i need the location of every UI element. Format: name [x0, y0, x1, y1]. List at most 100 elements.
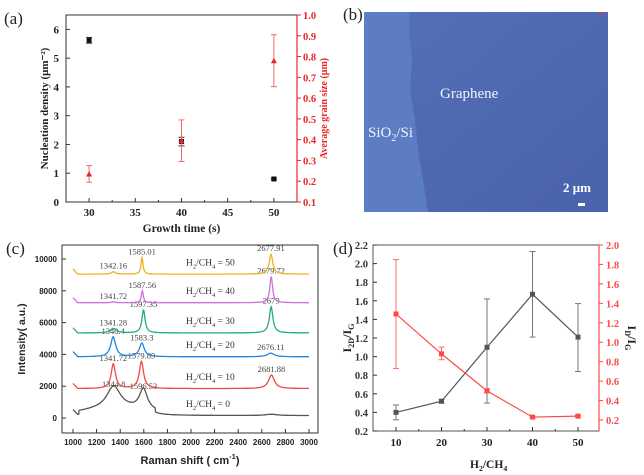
y-tick-label: 1.4 — [355, 315, 369, 326]
peak-label: 2681.88 — [258, 364, 286, 374]
y-right-axis-label: Average grain size (μm) — [319, 58, 330, 159]
substrate-region — [364, 12, 428, 212]
y-right-tick-label: 0.4 — [606, 397, 620, 408]
y-tick-label: 5 — [54, 53, 60, 65]
panel-a-chart: 30 35 40 45 5001234560.10.20.30.40.50.60.70.… — [39, 11, 330, 235]
peak-label: 1579.89 — [128, 351, 156, 361]
y-right-axis-label: ID/IG — [623, 326, 639, 352]
y-tick-label: 2000 — [39, 382, 57, 391]
y-axis-label: Nucleation density (μm⁻²) — [39, 47, 51, 169]
x-tick-label: 2600 — [253, 438, 271, 447]
data-point-i2d-ig — [575, 334, 581, 340]
y-right-tick-label: 1.4 — [606, 299, 620, 310]
scale-bar-label: 2 μm — [563, 180, 591, 195]
peak-label: 1341.72 — [100, 291, 128, 301]
y-right-tick-label: 0.6 — [303, 94, 316, 105]
y-tick-label: 0.2 — [355, 427, 368, 438]
x-tick-label: 2000 — [182, 438, 200, 447]
spectrum-line-h2ch4-50 — [72, 253, 309, 275]
y-right-tick-label: 0.5 — [303, 115, 316, 126]
y-tick-label: 0.4 — [355, 408, 369, 419]
red-marker — [600, 12, 603, 14]
y-right-tick-label: 1.8 — [606, 260, 619, 271]
graphene-label: Graphene — [440, 86, 499, 102]
y-right-tick-label: 0.1 — [303, 198, 316, 209]
x-tick-label: 35 — [130, 207, 142, 219]
y-right-tick-label: 0.9 — [303, 32, 316, 43]
data-point-id-ig — [393, 311, 399, 317]
y-right-tick-label: 0.3 — [303, 156, 316, 167]
y-tick-label: 3 — [54, 111, 60, 123]
x-tick-label: 1000 — [64, 438, 82, 447]
data-point-nucleation — [271, 176, 277, 182]
panel-label-d: (d) — [333, 239, 353, 258]
peak-label: 2679 — [263, 296, 280, 306]
y-right-tick-label: 0.6 — [606, 377, 619, 388]
y-tick-label: 1.8 — [355, 278, 368, 289]
y-right-tick-label: 0.7 — [303, 73, 316, 84]
panel-d-chart: 10 20 30 40 50 0.2 0.4 0.6 0.8 1.0 1.2 1.4 1.6 1.8 2.0… — [340, 241, 639, 473]
y-axis-label: Intensity( a.u.) — [16, 303, 28, 374]
y-tick-label: 1.6 — [355, 297, 368, 308]
peak-label: 2676.11 — [257, 342, 284, 352]
x-tick-label: 45 — [222, 207, 234, 219]
y-tick-label: 2.2 — [355, 241, 368, 252]
data-point-grain-size — [86, 170, 93, 177]
panel-label-c: (c) — [6, 239, 25, 258]
peak-label: 2679.72 — [257, 265, 285, 275]
scale-bar — [578, 203, 585, 206]
y-tick-label: 0 — [54, 197, 60, 209]
peak-label: 1587.56 — [129, 280, 157, 290]
x-tick-label: 50 — [573, 437, 585, 449]
peak-label: 1340.4 — [101, 326, 125, 336]
x-axis-label: Raman shift ( cm-1) — [141, 452, 240, 467]
substrate-label: SiO2/Si — [368, 125, 413, 144]
data-point-i2d-ig — [484, 344, 490, 350]
peak-label: 1344.8 — [102, 379, 125, 389]
data-point-id-ig — [484, 388, 490, 394]
series-label: H2/CH4 = 30 — [186, 317, 235, 329]
x-tick-label: 40 — [176, 207, 188, 219]
x-tick-label: 30 — [482, 437, 494, 449]
y-tick-label: 4 — [54, 82, 60, 94]
data-point-i2d-ig — [530, 291, 535, 297]
peak-label: 2677.91 — [257, 243, 285, 253]
spectrum-line-h2ch4-30 — [72, 305, 309, 334]
y-tick-label: 10000 — [35, 255, 58, 264]
y-right-tick-label: 1.2 — [606, 319, 619, 330]
series-label: H2/CH4 = 20 — [186, 341, 235, 353]
x-tick-label: 1400 — [111, 438, 129, 447]
series-label: H2/CH4 = 50 — [186, 258, 235, 270]
peak-label: 1342.16 — [100, 261, 128, 271]
x-axis-label: H2/CH4 — [470, 459, 507, 473]
x-tick-label: 1200 — [88, 438, 106, 447]
y-right-tick-label: 0.8 — [303, 53, 316, 64]
y-tick-label: 4000 — [39, 350, 57, 359]
spectrum-line-h2ch4-40 — [72, 276, 309, 304]
x-tick-label: 1800 — [159, 438, 177, 447]
y-tick-label: 2 — [54, 139, 60, 151]
y-tick-label: 1 — [54, 168, 60, 180]
spectrum-line-h2ch4-0 — [72, 385, 309, 417]
y-tick-label: 6000 — [39, 319, 57, 328]
x-axis-label: Growth time (s) — [143, 223, 221, 235]
spectrum-line-h2ch4-20 — [72, 335, 309, 358]
panel-c-chart: 1000 1200 1400 1600 1800 2000 2200 2400 2600 2800… — [16, 243, 319, 467]
panel-b-micrograph: Graphene SiO2/Si 2 μm — [364, 12, 608, 212]
x-tick-label: 50 — [268, 207, 280, 219]
panel-label-b: (b) — [343, 5, 363, 24]
data-point-i2d-ig — [439, 398, 444, 404]
y-right-tick-label: 0.2 — [303, 177, 316, 188]
series-label: H2/CH4 = 10 — [186, 373, 235, 385]
series-label: H2/CH4 = 0 — [186, 400, 230, 412]
y-tick-label: 1.2 — [355, 334, 368, 345]
data-point-nucleation — [86, 37, 92, 43]
y-right-tick-label: 0.4 — [303, 136, 317, 147]
data-point-grain-size — [178, 137, 185, 144]
x-tick-label: 20 — [436, 437, 448, 449]
panel-label-a: (a) — [4, 9, 23, 28]
peak-label: 1341.28 — [99, 317, 127, 327]
y-right-tick-label: 2.0 — [606, 241, 619, 252]
data-point-id-ig — [575, 413, 581, 419]
